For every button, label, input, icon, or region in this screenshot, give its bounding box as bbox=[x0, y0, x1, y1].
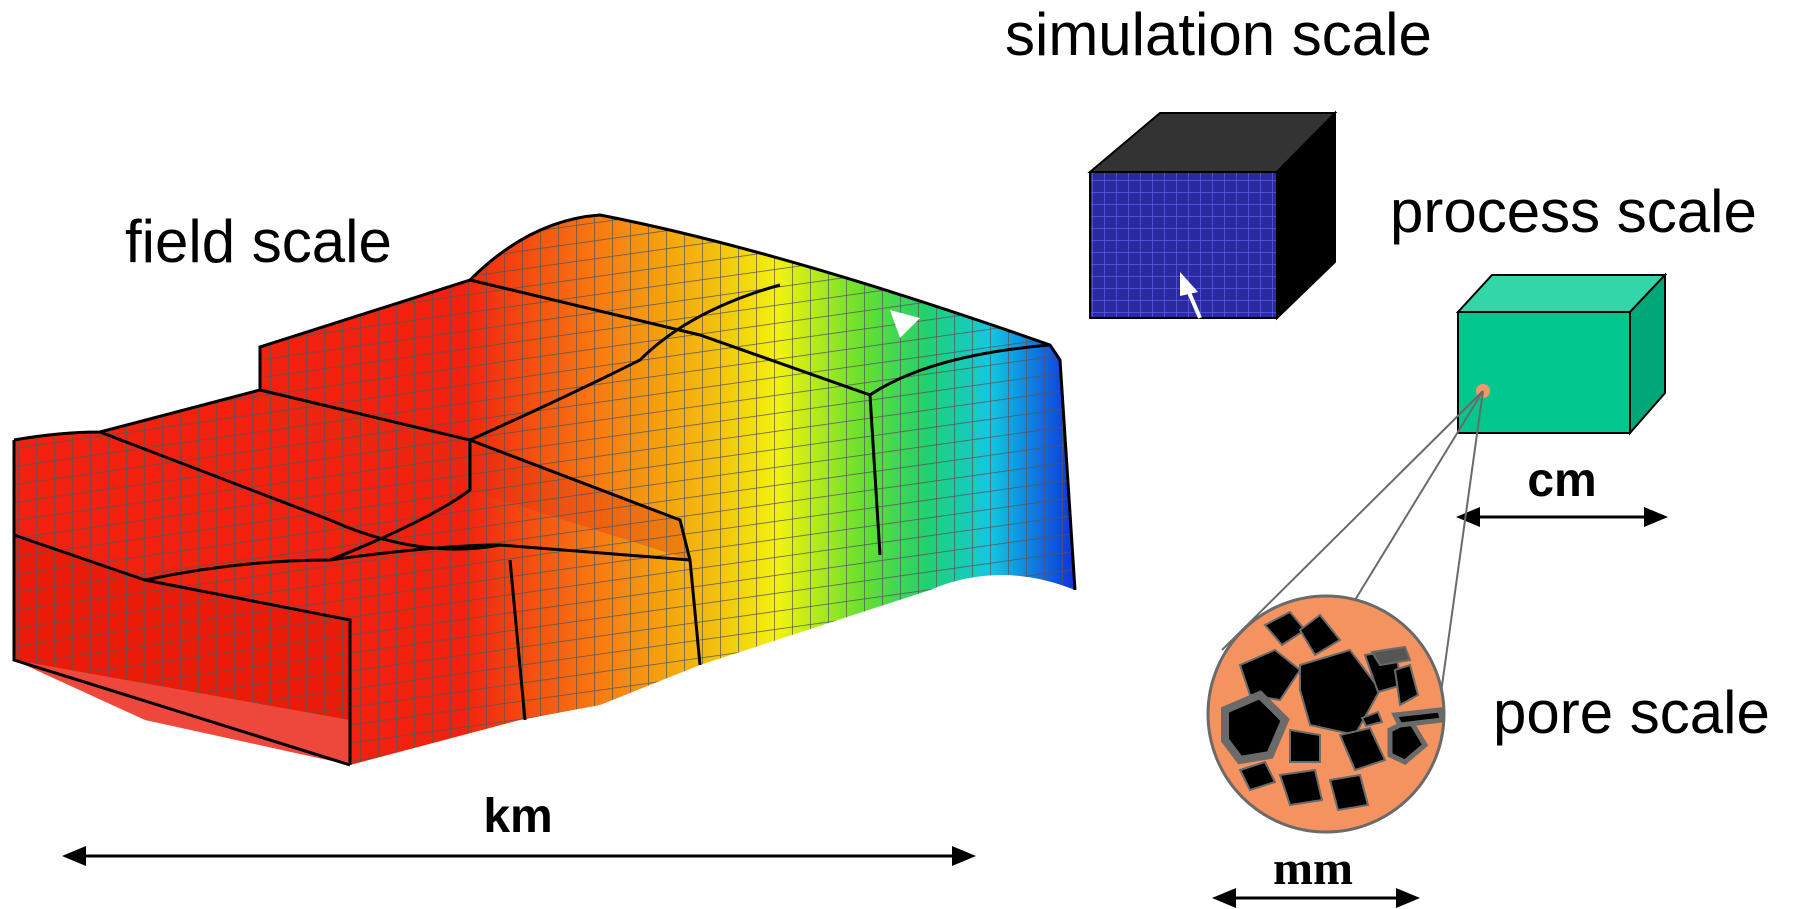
grain bbox=[1289, 728, 1321, 763]
sim-cube-front-grid bbox=[1089, 171, 1278, 319]
field-fault-lines bbox=[12, 213, 1077, 767]
pore-grains bbox=[1221, 610, 1445, 812]
field-scale-label: field scale bbox=[125, 208, 392, 275]
mm-scale-arrow bbox=[1212, 888, 1420, 908]
grain bbox=[1238, 648, 1302, 702]
grain bbox=[1221, 690, 1290, 765]
km-unit-label: km bbox=[483, 790, 552, 843]
grain bbox=[1238, 760, 1277, 792]
cm-unit-label: cm bbox=[1527, 454, 1596, 507]
grain bbox=[1278, 768, 1324, 807]
grain bbox=[1391, 707, 1445, 728]
mm-unit-label: mm bbox=[1273, 842, 1353, 895]
grain bbox=[1370, 645, 1412, 667]
km-scale-arrow bbox=[62, 846, 976, 866]
grain bbox=[1393, 663, 1420, 707]
process-scale-label: process scale bbox=[1390, 178, 1757, 245]
field-scale-model bbox=[12, 213, 1077, 767]
grain bbox=[1338, 726, 1387, 772]
field-white-arrow-icon bbox=[890, 310, 920, 338]
grain bbox=[1328, 773, 1370, 812]
cm-scale-arrow bbox=[1456, 507, 1668, 527]
simulation-cube bbox=[1087, 110, 1338, 321]
field-mesh bbox=[14, 215, 1075, 765]
simulation-scale-label: simulation scale bbox=[1005, 1, 1432, 68]
zoom-lines bbox=[1221, 390, 1484, 701]
grain bbox=[1360, 710, 1384, 728]
pore-sample bbox=[1206, 594, 1446, 834]
process-cube-front bbox=[1457, 311, 1631, 434]
sim-white-arrow-icon bbox=[1180, 272, 1202, 319]
process-cube bbox=[1455, 272, 1668, 436]
grain bbox=[1298, 613, 1342, 657]
pore-scale-label: pore scale bbox=[1493, 679, 1770, 746]
